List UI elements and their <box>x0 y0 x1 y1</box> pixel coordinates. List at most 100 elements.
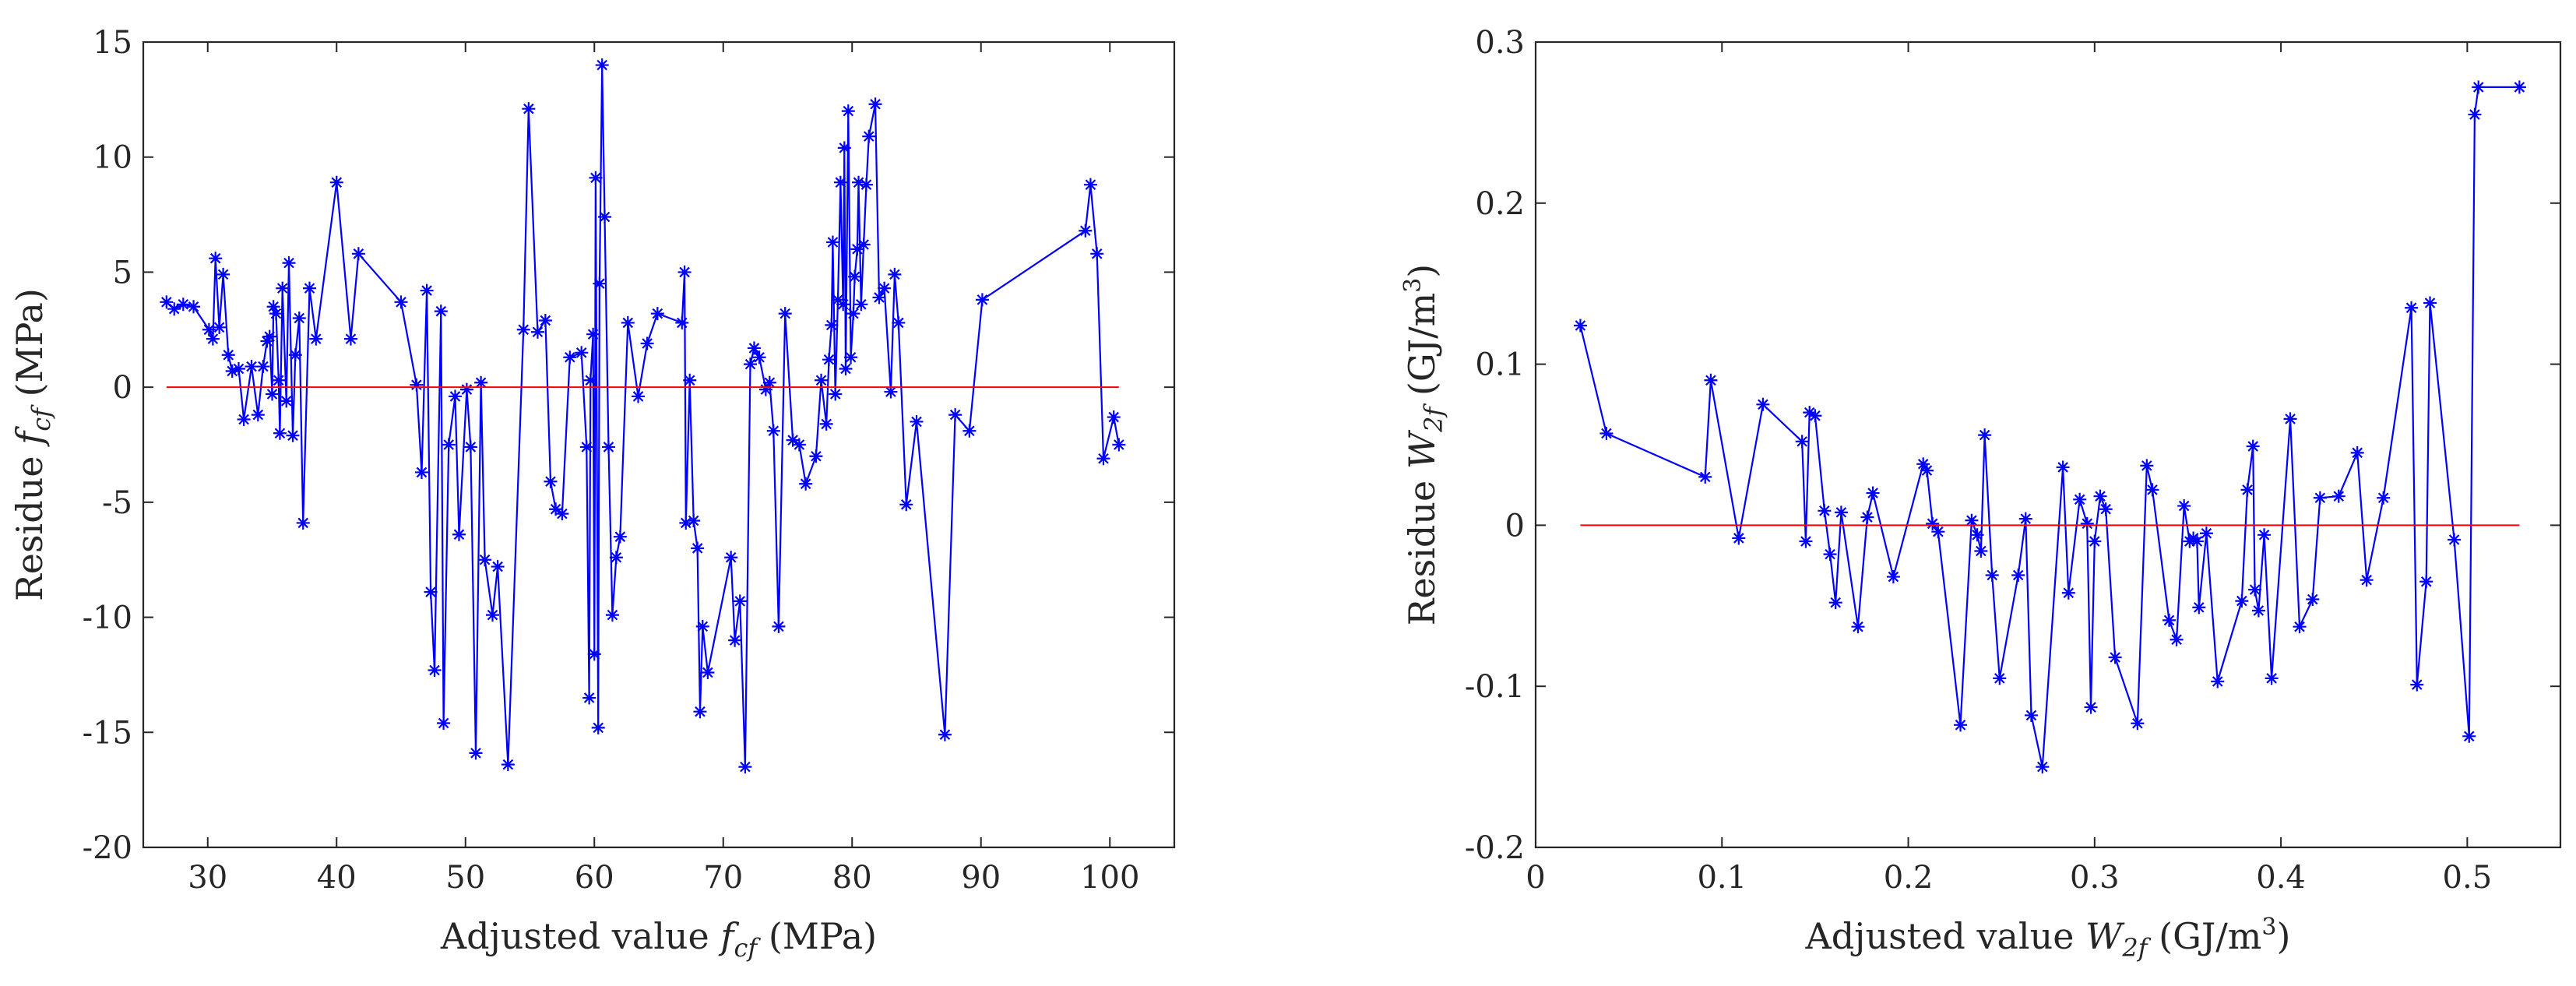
left-x-tick-label: 90 <box>961 860 1001 896</box>
left-data-point <box>693 705 707 719</box>
left-data-point <box>563 350 577 364</box>
right-data-point <box>1818 504 1832 518</box>
right-data-point <box>2360 573 2374 587</box>
left-data-point <box>762 375 776 389</box>
left-data-point <box>825 235 839 249</box>
right-data-point <box>1803 406 1817 420</box>
left-data-point <box>878 281 892 295</box>
right-data-point <box>2088 534 2102 548</box>
right-data-point <box>1965 513 1979 527</box>
left-data-point <box>839 362 853 376</box>
left-data-point <box>463 440 477 454</box>
left-data-point <box>822 353 836 367</box>
right-data-point <box>2061 586 2075 600</box>
left-data-point <box>231 362 245 376</box>
left-data-point <box>852 175 866 189</box>
right-plot-frame <box>1534 40 2562 849</box>
right-data-point <box>1828 596 1842 610</box>
right-data-point <box>2468 107 2482 121</box>
right-x-tick-label: 0.5 <box>2443 860 2493 896</box>
right-x-axis-title: Adjusted value W2f (GJ/m3) <box>1805 914 2291 963</box>
right-data-point <box>1808 409 1822 423</box>
left-data-point <box>266 300 280 314</box>
left-data-point <box>296 516 310 530</box>
left-data-point <box>848 269 862 283</box>
right-data-point <box>1931 525 1945 539</box>
left-data-point <box>724 551 738 565</box>
left-data-point <box>695 619 709 633</box>
left-data-point <box>579 440 593 454</box>
right-data-point <box>2331 489 2345 503</box>
left-data-point <box>329 175 343 189</box>
right-data-point <box>1599 427 1614 441</box>
left-data-point <box>910 414 924 428</box>
left-data-point <box>799 477 813 491</box>
left-data-point <box>575 346 589 360</box>
left-x-tick-label: 50 <box>445 860 485 896</box>
left-y-tick-label: -15 <box>83 715 132 751</box>
left-data-point <box>589 171 603 185</box>
left-data-point <box>491 560 505 574</box>
left-data-point <box>841 104 855 118</box>
left-data-point <box>683 373 697 387</box>
left-data-point <box>202 322 216 336</box>
right-data-point <box>2293 620 2307 634</box>
left-data-point <box>414 465 428 479</box>
left-data-point <box>501 758 515 772</box>
left-data-point <box>733 594 747 608</box>
left-data-point <box>424 585 438 599</box>
left-data-point <box>245 360 259 374</box>
left-data-point <box>792 438 806 452</box>
left-x-axis-title: Adjusted value fcf (MPa) <box>440 915 877 963</box>
right-data-point <box>2190 534 2204 548</box>
left-data-point <box>522 102 536 116</box>
right-y-tick-label: 0.3 <box>1475 25 1525 61</box>
right-data-point <box>2240 483 2254 497</box>
right-data-point <box>2073 492 2087 506</box>
right-data-point <box>2423 296 2437 310</box>
left-data-point <box>613 530 627 544</box>
left-x-tick-label: 80 <box>832 860 872 896</box>
left-y-tick-label: 0 <box>113 370 132 406</box>
right-data-point <box>2170 632 2184 646</box>
left-data-point <box>167 302 181 316</box>
left-data-point <box>343 332 357 346</box>
left-data-point <box>583 373 597 387</box>
left-data-point <box>302 281 316 295</box>
left-data-point <box>850 242 864 256</box>
right-x-tick-label: 0.1 <box>1697 860 1747 896</box>
left-data-point <box>273 426 287 440</box>
left-data-point <box>288 348 302 362</box>
left-data-point <box>160 295 174 309</box>
left-data-point <box>286 428 300 442</box>
left-data-point <box>282 256 296 270</box>
right-data-point <box>1795 435 1809 449</box>
left-data-point <box>738 760 752 774</box>
right-data-point <box>2108 650 2122 664</box>
left-data-point <box>844 350 858 364</box>
left-data-point <box>280 394 294 408</box>
left-data-point <box>176 298 190 312</box>
right-data-point <box>2248 583 2262 597</box>
left-x-tick-label: 40 <box>317 860 357 896</box>
left-y-tick-label: -20 <box>83 830 132 866</box>
right-data-point <box>2056 460 2070 474</box>
right-y-tick-label: 0.2 <box>1475 186 1525 222</box>
left-y-tick-label: 5 <box>113 255 132 291</box>
left-data-point <box>831 293 845 307</box>
left-data-point <box>728 633 742 647</box>
left-data-point <box>216 267 231 281</box>
left-data-point <box>276 281 290 295</box>
left-data-point <box>452 527 466 541</box>
left-data-point <box>213 320 227 334</box>
left-data-point <box>587 647 601 661</box>
right-data-point <box>1704 373 1718 387</box>
left-data-point <box>251 408 265 422</box>
right-data-point <box>2265 671 2279 685</box>
left-y-tick-label: 10 <box>93 140 132 176</box>
left-data-point <box>872 291 886 305</box>
right-data-point <box>1799 534 1813 548</box>
left-data-point <box>772 619 786 633</box>
right-data-point <box>2462 729 2476 743</box>
left-data-point <box>899 498 913 512</box>
